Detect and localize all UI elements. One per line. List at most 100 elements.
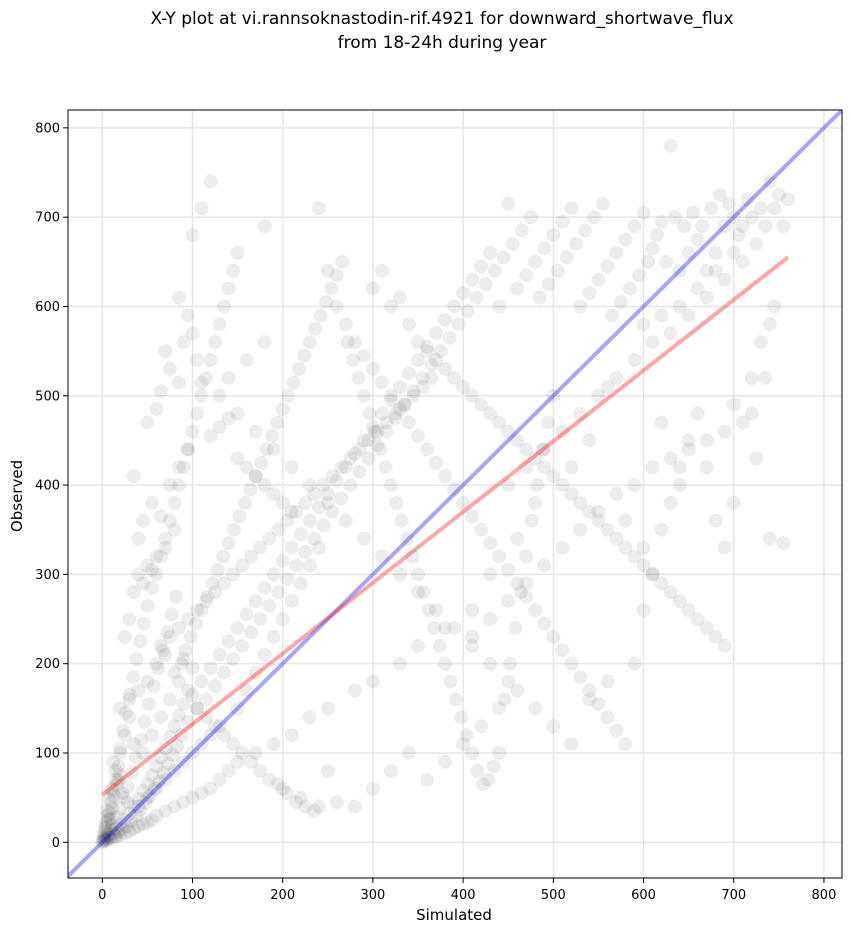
scatter-point — [174, 656, 189, 671]
scatter-point — [105, 817, 120, 832]
scatter-point — [115, 786, 130, 801]
scatter-point — [131, 792, 146, 807]
scatter-point — [347, 446, 362, 461]
scatter-point — [122, 806, 137, 821]
scatter-point — [203, 174, 218, 189]
scatter-point — [185, 326, 200, 341]
scatter-point — [298, 799, 313, 814]
scatter-point — [505, 236, 520, 251]
scatter-point — [149, 759, 164, 774]
scatter-point — [510, 281, 525, 296]
scatter-point — [164, 607, 179, 622]
scatter-point — [325, 469, 340, 484]
scatter-point — [284, 504, 299, 519]
scatter-point — [289, 558, 304, 573]
scatter-point — [356, 531, 371, 546]
scatter-point — [180, 442, 195, 457]
scatter-point — [424, 370, 439, 385]
scatter-point — [297, 348, 312, 363]
scatter-point — [343, 478, 358, 493]
scatter-point — [167, 665, 182, 680]
scatter-point — [244, 625, 259, 640]
scatter-point — [248, 469, 263, 484]
scatter-point — [447, 620, 462, 635]
scatter-point — [645, 460, 660, 475]
scatter-point — [320, 487, 335, 501]
scatter-point — [401, 366, 416, 381]
scatter-point — [486, 759, 501, 774]
scatter-point — [271, 522, 286, 537]
scatter-point — [302, 558, 317, 573]
scatter-point — [690, 612, 705, 627]
x-tick-label: 600 — [631, 888, 656, 903]
scatter-point — [636, 540, 651, 555]
scatter-point — [600, 379, 615, 394]
scatter-point — [501, 594, 516, 609]
scatter-point — [338, 317, 353, 332]
scatter-point — [226, 567, 241, 582]
x-tick-label: 500 — [541, 888, 566, 903]
scatter-point — [205, 576, 220, 591]
scatter-point — [335, 254, 350, 269]
scatter-point — [311, 540, 326, 555]
scatter-point — [99, 804, 114, 819]
scatter-point — [126, 799, 141, 814]
scatter-point — [663, 326, 678, 341]
scatter-point — [109, 778, 124, 793]
scatter-point — [307, 487, 322, 501]
scatter-point — [555, 643, 570, 658]
scatter-point — [109, 810, 124, 825]
scatter-point — [400, 531, 415, 546]
scatter-point — [293, 790, 308, 805]
scatter-point — [262, 772, 277, 787]
scatter-point — [194, 786, 209, 801]
scatter-point — [158, 344, 173, 359]
scatter-point — [365, 281, 380, 296]
scatter-point — [501, 478, 516, 493]
scatter-point — [203, 428, 218, 443]
scatter-point — [465, 603, 480, 618]
scatter-point — [194, 388, 209, 403]
scatter-point — [129, 652, 144, 667]
scatter-point — [190, 603, 204, 618]
scatter-point — [582, 433, 597, 448]
scatter-point — [365, 781, 380, 796]
scatter-point — [180, 612, 195, 627]
scatter-point — [392, 567, 407, 582]
scatter-point — [138, 795, 153, 810]
scatter-point — [136, 616, 151, 631]
scatter-point — [528, 701, 543, 716]
scatter-point — [111, 772, 126, 787]
scatter-point — [226, 737, 241, 752]
scatter-point — [171, 460, 186, 475]
scatter-point — [329, 299, 344, 314]
scatter-point — [672, 263, 687, 278]
scatter-point — [307, 804, 322, 819]
scatter-point — [636, 317, 651, 332]
scatter-point — [190, 406, 204, 421]
scatter-point — [726, 495, 741, 510]
scatter-point — [510, 683, 525, 698]
scatter-point — [695, 219, 710, 234]
scatter-point — [483, 245, 498, 260]
scatter-point — [104, 795, 119, 810]
scatter-point — [374, 263, 389, 278]
scatter-point — [501, 674, 516, 689]
scatter-point — [203, 728, 218, 743]
scatter-point — [171, 708, 186, 723]
scatter-point — [501, 424, 516, 439]
scatter-point — [654, 308, 669, 323]
scatter-point — [654, 415, 669, 430]
scatter-point — [135, 513, 150, 528]
scatter-point — [591, 388, 606, 403]
scatter-point — [654, 214, 669, 229]
scatter-point — [681, 245, 696, 260]
scatter-point — [392, 379, 407, 394]
scatter-point — [699, 263, 714, 278]
scatter-point — [190, 353, 204, 368]
scatter-point — [356, 348, 371, 363]
scatter-point — [699, 290, 714, 305]
scatter-point — [194, 603, 209, 618]
scatter-point — [595, 196, 610, 211]
scatter-point — [573, 406, 588, 421]
